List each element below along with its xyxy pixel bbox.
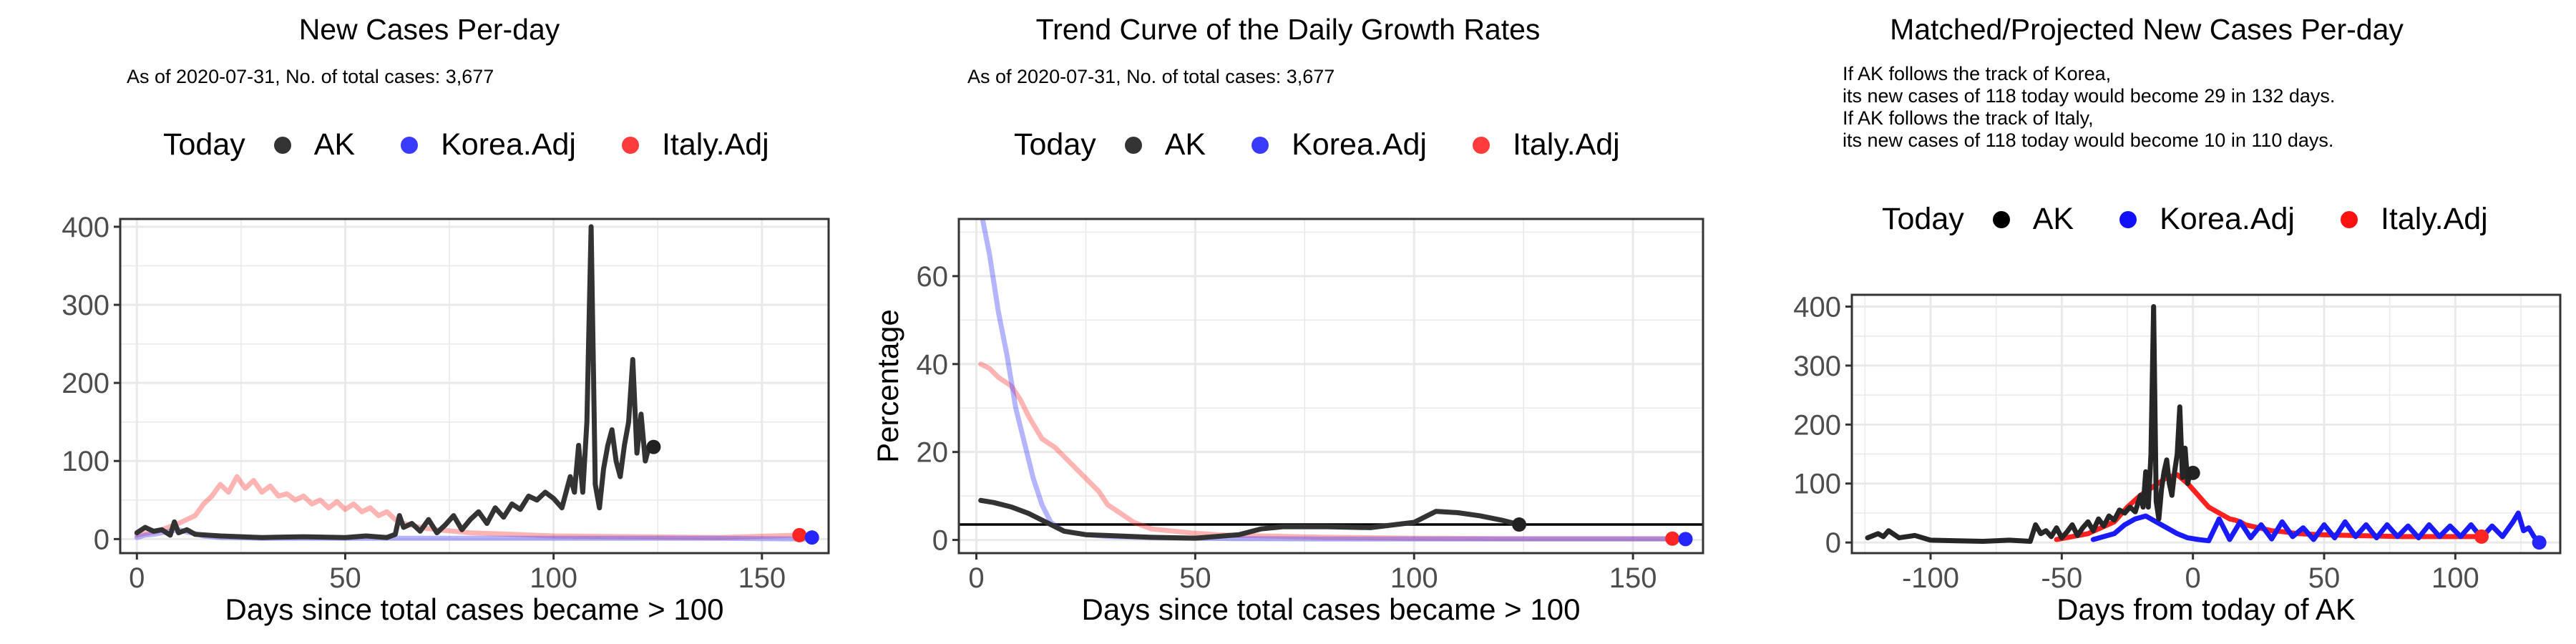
- series-line-italy-adj: [134, 474, 802, 540]
- today-point-italy-adj: [792, 527, 807, 542]
- legend-label-korea: Korea.Adj: [2160, 202, 2295, 236]
- legend-item-italy: Italy.Adj: [2319, 202, 2488, 237]
- chart-subtitle: As of 2020-07-31, No. of total cases: 3,…: [967, 66, 1335, 87]
- x-tick-label: 100: [530, 562, 577, 594]
- chart-title: Trend Curve of the Daily Growth Rates: [1035, 13, 1541, 46]
- today-point-italy-adj: [2474, 529, 2489, 544]
- legend-dot-korea: [1252, 136, 1269, 154]
- x-tick-label: 150: [738, 562, 786, 594]
- series-line-italy-adj: [978, 361, 1675, 542]
- legend-item-korea: Korea.Adj: [379, 127, 576, 162]
- today-point-korea-adj: [1678, 532, 1693, 547]
- x-tick-label: 0: [129, 562, 145, 594]
- series-line-korea-adj: [2090, 510, 2542, 545]
- legend-item-italy: Italy.Adj: [1451, 127, 1620, 162]
- today-point-ak: [646, 439, 661, 454]
- y-tick-label: 100: [1793, 469, 1841, 500]
- legend-title: Today: [163, 127, 245, 162]
- x-tick-label: 0: [968, 562, 984, 594]
- legend-title: Today: [1882, 202, 1964, 236]
- legend-dot-korea: [401, 136, 419, 154]
- legend-dot-italy: [1472, 136, 1490, 154]
- chart-subtitle-line-2: its new cases of 118 today would become …: [1843, 85, 2336, 107]
- plot-background: [959, 219, 1703, 553]
- y-tick-label: 0: [1825, 527, 1841, 559]
- chart-0: 0 50 100 150 0 100 200 300 400 Days since total c…: [62, 212, 830, 626]
- x-tick-label: 50: [2308, 562, 2341, 594]
- legend-item-ak: AK: [1971, 202, 2074, 237]
- chart-subtitle-line-3: If AK follows the track of Italy,: [1843, 107, 2094, 129]
- legend-label-korea: Korea.Adj: [1292, 127, 1427, 162]
- today-point-ak: [2185, 465, 2200, 480]
- x-tick-label: 0: [2185, 562, 2201, 594]
- legend-dot-ak: [273, 136, 291, 154]
- x-tick-label: -50: [2041, 562, 2082, 594]
- series-line-ak: [1865, 304, 2196, 544]
- today-point-korea-adj: [2532, 535, 2547, 550]
- chart-panel-projected: Matched/Projected New Cases Per-day If A…: [1717, 0, 2576, 644]
- legend-dot-ak: [1992, 210, 2010, 228]
- x-tick-label: -100: [1902, 562, 1959, 594]
- chart-legend: Today AK Korea.Adj Italy.Adj: [1882, 202, 2512, 237]
- chart-subtitle-line-1: If AK follows the track of Korea,: [1843, 63, 2112, 84]
- y-tick-label: 400: [1793, 291, 1841, 323]
- legend-label-italy: Italy.Adj: [661, 127, 769, 162]
- chart-subtitle-line-4: its new cases of 118 today would become …: [1843, 130, 2334, 151]
- y-tick-label: 0: [94, 524, 109, 555]
- today-point-ak: [1512, 517, 1527, 532]
- legend-item-ak: AK: [253, 127, 355, 162]
- x-tick-label: 150: [1609, 562, 1657, 594]
- legend-label-ak: AK: [2032, 202, 2074, 236]
- chart-title: Matched/Projected New Cases Per-day: [1890, 13, 2404, 46]
- x-tick-label: 100: [1390, 562, 1438, 594]
- legend-label-italy: Italy.Adj: [1512, 127, 1620, 162]
- plot-frame: [957, 218, 1704, 555]
- x-tick-label: 50: [1179, 562, 1211, 594]
- series-line-ak: [134, 224, 656, 540]
- chart-2: -100 -50 0 50 100 0 100 200 300 400 Days from toda…: [1793, 291, 2562, 626]
- legend-label-italy: Italy.Adj: [2380, 202, 2488, 236]
- legend-dot-italy: [621, 136, 639, 154]
- y-tick-label: 200: [62, 368, 109, 399]
- y-tick-label: 40: [917, 349, 949, 381]
- y-tick-label: 300: [1793, 351, 1841, 382]
- today-point-italy-adj: [1665, 531, 1680, 546]
- legend-label-ak: AK: [313, 127, 356, 162]
- x-axis-label: Days from today of AK: [2057, 592, 2356, 626]
- chart-1: 0 50 100 150 0 20 40 60 Days since total cases b…: [871, 218, 1704, 626]
- legend-item-korea: Korea.Adj: [2098, 202, 2295, 237]
- legend-dot-italy: [2340, 210, 2358, 228]
- y-tick-label: 300: [62, 290, 109, 321]
- legend-dot-korea: [2119, 210, 2137, 228]
- y-tick-label: 20: [917, 437, 949, 469]
- y-axis-label: Percentage: [871, 309, 904, 463]
- legend-item-italy: Italy.Adj: [600, 127, 769, 162]
- y-tick-label: 0: [932, 525, 948, 557]
- chart-legend: Today AK Korea.Adj Italy.Adj: [1014, 127, 1644, 162]
- x-axis-label: Days since total cases became > 100: [1082, 592, 1581, 626]
- x-axis-label: Days since total cases became > 100: [225, 592, 724, 626]
- plot-frame: [119, 218, 830, 555]
- x-tick-label: 100: [2431, 562, 2479, 594]
- y-tick-label: 400: [62, 212, 109, 243]
- legend-label-korea: Korea.Adj: [441, 127, 576, 162]
- y-tick-label: 60: [917, 261, 949, 293]
- plot-background: [120, 219, 829, 553]
- y-tick-label: 200: [1793, 409, 1841, 441]
- chart-subtitle: As of 2020-07-31, No. of total cases: 3,…: [127, 66, 494, 87]
- chart-title: New Cases Per-day: [298, 13, 560, 46]
- legend-label-ak: AK: [1164, 127, 1206, 162]
- today-point-korea-adj: [804, 530, 819, 545]
- chart-legend: Today AK Korea.Adj Italy.Adj: [163, 127, 794, 162]
- legend-item-korea: Korea.Adj: [1230, 127, 1427, 162]
- series-line-ak: [978, 497, 1522, 541]
- legend-dot-ak: [1124, 136, 1142, 154]
- legend-item-ak: AK: [1103, 127, 1206, 162]
- legend-title: Today: [1014, 127, 1096, 162]
- y-tick-label: 100: [62, 446, 109, 477]
- x-tick-label: 50: [329, 562, 361, 594]
- chart-panel-growth-rates: Trend Curve of the Daily Growth Rates As…: [859, 0, 1717, 644]
- chart-panel-new-cases: New Cases Per-day As of 2020-07-31, No. …: [0, 0, 859, 644]
